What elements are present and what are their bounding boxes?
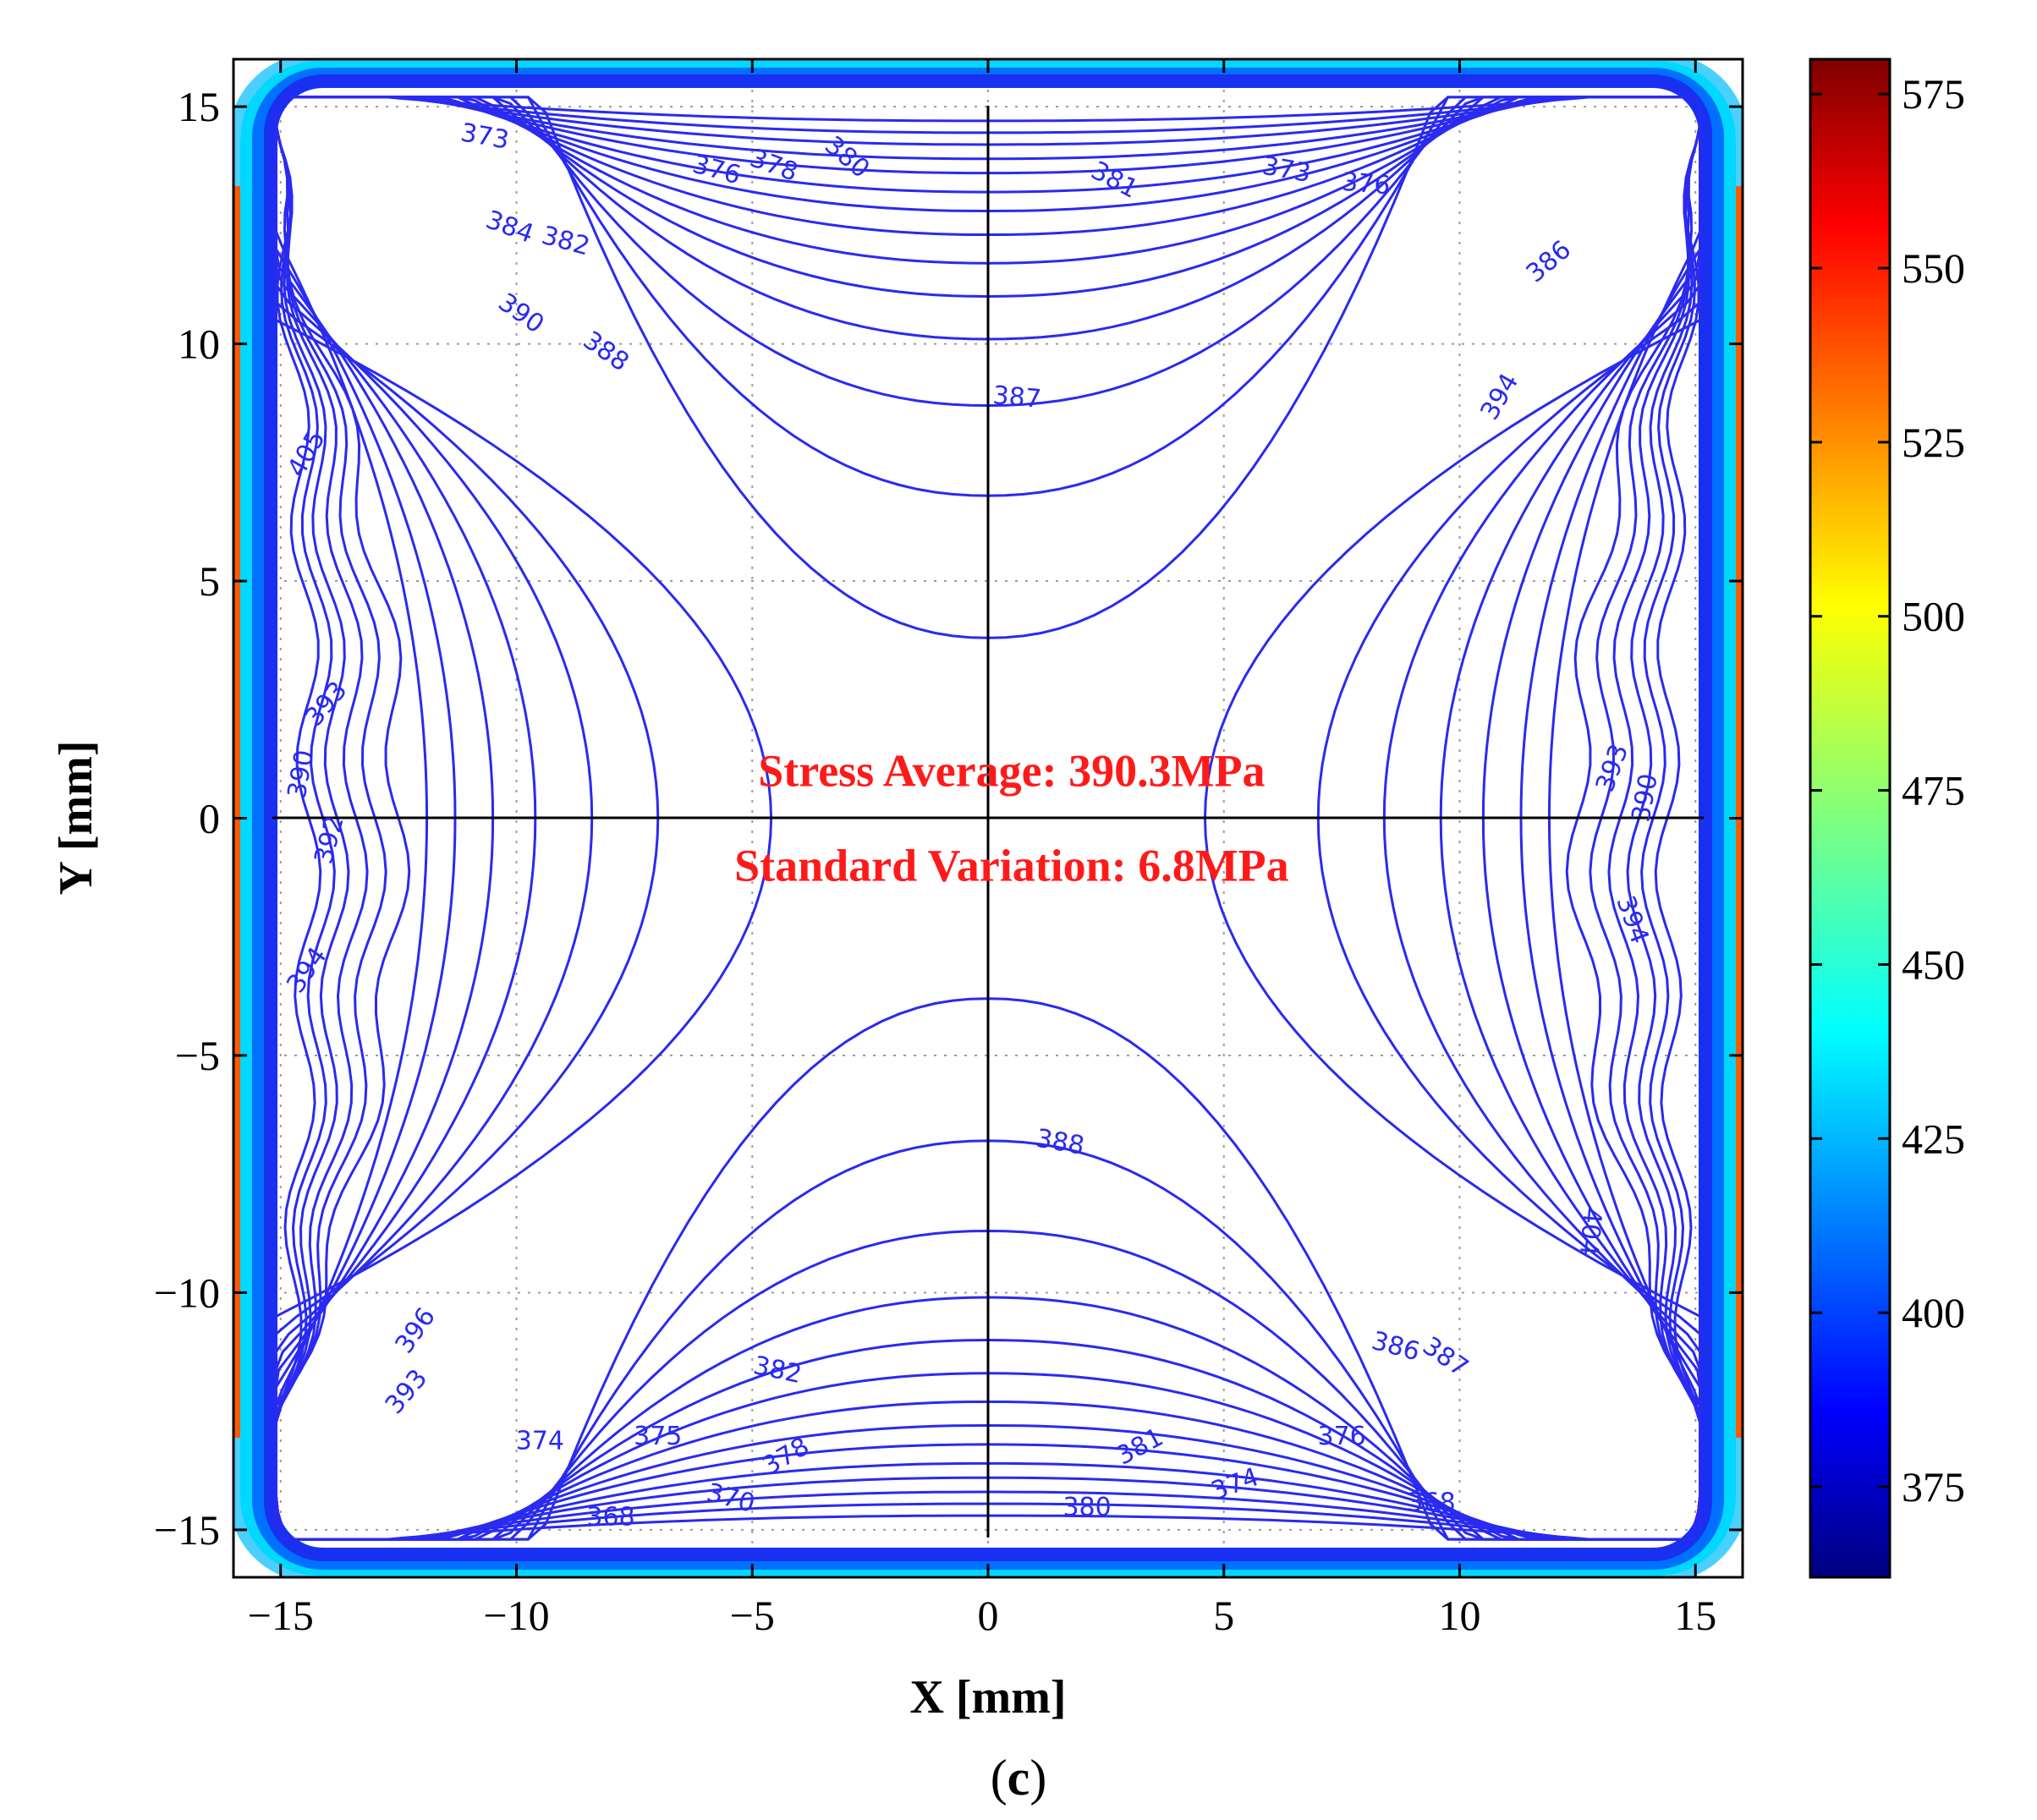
colorbar-tick-label: 575 [1902,70,1965,118]
colorbar-ticks: 575 550 525 500 475 450 425 400 375 [1810,70,1965,1510]
contour-label: 380 [1062,1493,1111,1522]
x-tick-label: 0 [978,1592,999,1639]
caption-open-paren: ( [991,1750,1008,1806]
x-tick-label: −5 [730,1592,775,1639]
colorbar-tick-label: 400 [1902,1289,1965,1336]
x-axis-label: X [mm] [909,1671,1066,1724]
edge-ring-deep [264,74,1712,1561]
caption-letter: c [1008,1750,1030,1806]
annotation-stress-average: Stress Average: 390.3MPa [758,745,1265,796]
y-tick-label: −5 [175,1032,220,1079]
colorbar-tick-label: 550 [1902,244,1965,292]
y-axis-label: Y [mm] [50,741,102,896]
contour-label: 375 [634,1422,682,1451]
caption-close-paren: ) [1029,1750,1046,1806]
x-tick-label: 15 [1674,1592,1716,1639]
contour-label: 387 [991,381,1042,414]
contour-label: 376 [1341,167,1392,201]
x-tick-label: −10 [483,1592,549,1639]
y-tick-label: −15 [154,1506,220,1554]
contour-label: 374 [516,1427,564,1456]
colorbar-tick-label: 475 [1902,767,1965,814]
contour-label: 368 [1407,1488,1455,1517]
x-tick-label: 5 [1213,1592,1234,1639]
axis-ticks [233,59,1743,1577]
colorbar-tick-label: 450 [1902,940,1965,988]
annotations: Stress Average: 390.3MPa Standard Variati… [734,745,1289,891]
contour-label: 376 [1317,1422,1365,1451]
colorbar-tick-label: 500 [1902,593,1965,640]
y-tick-label: 10 [178,321,220,368]
y-tick-label: −10 [154,1269,220,1316]
contour-label: 368 [586,1502,634,1532]
y-tick-label: 5 [199,557,220,605]
colorbar-tick-label: 425 [1902,1115,1965,1162]
x-tick-label: 10 [1439,1592,1481,1639]
y-tick-label: 15 [178,83,220,130]
colorbar-tick-label: 525 [1902,419,1965,466]
contour-label: 404 [1573,1206,1607,1257]
colorbar [1809,58,1891,1579]
x-tick-label: −15 [248,1592,314,1639]
colorbar-tick-label: 375 [1902,1463,1965,1510]
annotation-standard-variation: Standard Variation: 6.8MPa [734,841,1289,891]
figure-caption: (c) [991,1750,1047,1806]
y-tick-label: 0 [199,795,220,842]
